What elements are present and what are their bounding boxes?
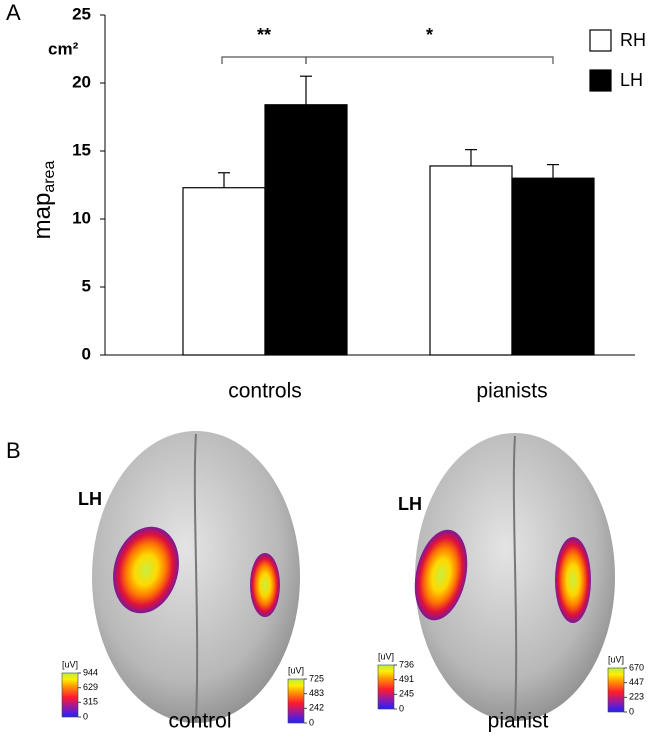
colorbar bbox=[287, 678, 305, 724]
y-tick-label: 25 bbox=[72, 4, 91, 23]
y-tick-label: 5 bbox=[82, 276, 91, 295]
brain-caption: control bbox=[168, 710, 231, 733]
y-axis-label-main: map bbox=[29, 193, 56, 240]
significance-bracket bbox=[305, 56, 554, 64]
colorbar-tick-label: 725 bbox=[309, 673, 324, 683]
brain-right bbox=[414, 433, 615, 721]
brain-left bbox=[92, 431, 300, 723]
y-tick-label: 15 bbox=[72, 140, 91, 159]
bar bbox=[182, 187, 266, 356]
legend-swatch bbox=[589, 29, 612, 52]
colorbar bbox=[61, 672, 79, 718]
colorbar-tick-label: 223 bbox=[629, 692, 644, 702]
panel-label: A bbox=[6, 0, 21, 25]
hemisphere-label: LH bbox=[398, 494, 422, 514]
colorbar-tick-label: 491 bbox=[399, 674, 414, 684]
legend-label: LH bbox=[620, 70, 643, 90]
colorbar-tick-label: 447 bbox=[629, 677, 644, 687]
colorbar-tick-label: 944 bbox=[83, 667, 98, 677]
colorbar bbox=[607, 667, 625, 713]
colorbar bbox=[377, 664, 395, 710]
significance-label: * bbox=[426, 25, 433, 45]
significance-bracket bbox=[221, 56, 307, 64]
x-tick-label: pianists bbox=[476, 380, 547, 403]
colorbar-tick-label: 629 bbox=[83, 682, 98, 692]
panel-label: B bbox=[6, 438, 21, 463]
y-unit: cm² bbox=[48, 39, 79, 58]
bar bbox=[429, 165, 513, 356]
bar bbox=[264, 104, 348, 356]
legend-swatch bbox=[589, 69, 612, 92]
colorbar-tick-label: 483 bbox=[309, 688, 324, 698]
colorbar-tick-label: 245 bbox=[399, 689, 414, 699]
colorbar-unit: [uV] bbox=[378, 651, 394, 661]
colorbar-tick-label: 242 bbox=[309, 703, 324, 713]
y-axis-label-subscript: area bbox=[41, 161, 58, 193]
y-tick-label: 10 bbox=[72, 208, 91, 227]
colorbar-unit: [uV] bbox=[608, 654, 624, 664]
colorbar-unit: [uV] bbox=[288, 665, 304, 675]
hemisphere-label: LH bbox=[78, 489, 102, 509]
colorbar-tick-label: 315 bbox=[83, 697, 98, 707]
colorbar-unit: [uV] bbox=[62, 659, 78, 669]
colorbar-tick-label: 0 bbox=[309, 717, 314, 727]
y-tick-label: 0 bbox=[82, 344, 91, 363]
y-tick-label: 20 bbox=[72, 72, 91, 91]
colorbar-tick-label: 0 bbox=[399, 703, 404, 713]
y-axis-label: maparea bbox=[29, 161, 58, 240]
colorbar-tick-label: 736 bbox=[399, 659, 414, 669]
legend-label: RH bbox=[620, 30, 646, 50]
colorbar-tick-label: 0 bbox=[83, 711, 88, 721]
x-tick-label: controls bbox=[228, 380, 302, 403]
brain-caption: pianist bbox=[488, 710, 549, 733]
significance-label: ** bbox=[257, 25, 271, 45]
bar bbox=[511, 177, 595, 356]
colorbar-tick-label: 670 bbox=[629, 662, 644, 672]
colorbar-tick-label: 0 bbox=[629, 706, 634, 716]
